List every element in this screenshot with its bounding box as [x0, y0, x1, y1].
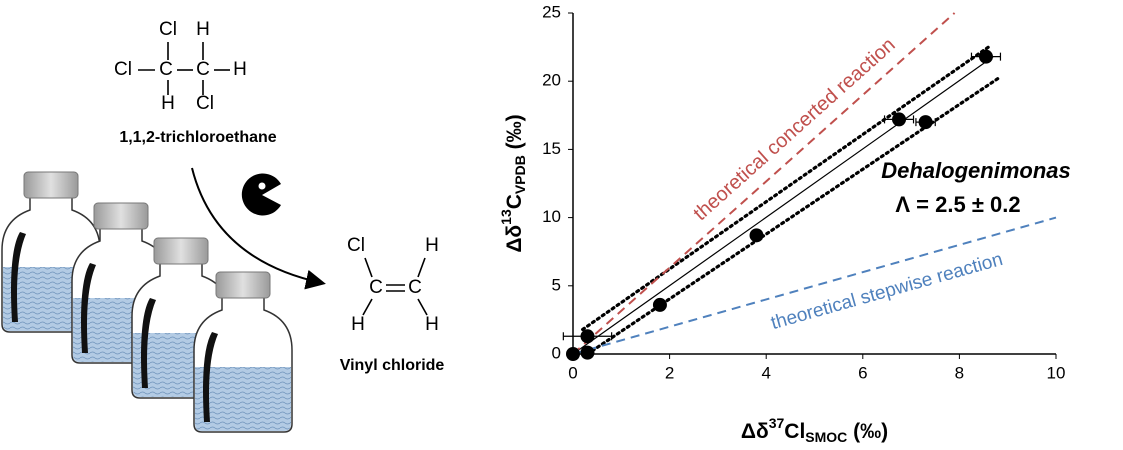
reactant: Cl H Cl C C H H Cl 1,1,2-trichloroethane: [114, 19, 277, 146]
bond: [417, 298, 428, 316]
point: [749, 228, 764, 243]
y-tick-label: 10: [542, 207, 561, 226]
bond: [417, 257, 426, 278]
axis-label-part: Δδ: [741, 420, 769, 443]
atom: H: [351, 314, 365, 335]
atom: H: [196, 19, 210, 40]
point: [892, 112, 907, 127]
bottle: [71, 202, 171, 364]
product: Cl H C C H H Vinyl chloride: [340, 235, 445, 374]
point: [566, 347, 580, 361]
point: [918, 115, 933, 130]
x-tick-label: 8: [955, 363, 964, 382]
y-label: Δδ13CVPDB (‰): [498, 114, 528, 252]
fit-line: [572, 56, 994, 355]
y-tick-label: 5: [552, 275, 561, 294]
atom: H: [425, 235, 439, 256]
pacman: [241, 173, 281, 216]
point: [580, 345, 595, 360]
atom: C: [408, 277, 422, 298]
atom: C: [159, 59, 173, 80]
reflection: [141, 298, 156, 388]
reflection: [203, 332, 218, 422]
atom: H: [233, 59, 247, 80]
axis-label-part: (‰): [847, 420, 888, 443]
axis-label-part: 37: [769, 415, 785, 431]
point: [652, 297, 667, 312]
product-name: Vinyl chloride: [340, 357, 445, 374]
axis-label-part: VPDB: [512, 155, 528, 194]
x-tick-label: 6: [858, 363, 867, 382]
x-tick-label: 10: [1047, 363, 1066, 382]
atom: C: [369, 277, 383, 298]
axis-label-part: C: [503, 194, 526, 209]
point: [978, 49, 993, 64]
axis-label-part: SMOC: [805, 429, 847, 445]
atom: H: [425, 314, 439, 335]
atom: C: [196, 59, 210, 80]
cap: [23, 171, 79, 199]
y-tick-label: 15: [542, 139, 561, 158]
x-label: Δδ37ClSMOC (‰): [741, 415, 888, 445]
bottle: [193, 271, 293, 433]
axis-label-part: 13: [498, 209, 514, 225]
atom: Cl: [114, 59, 132, 80]
bottles: [1, 171, 293, 433]
reflection: [11, 232, 26, 322]
annotation: Λ = 2.5 ± 0.2: [895, 192, 1020, 217]
cap: [153, 237, 209, 265]
axis-label-part: Cl: [784, 420, 805, 443]
fit-line: [572, 12, 956, 355]
reaction-arrow: [191, 167, 326, 290]
x-tick-label: 0: [568, 363, 577, 382]
cap: [215, 271, 271, 299]
y-tick-label: 20: [542, 71, 561, 90]
point: [580, 329, 595, 344]
fit-line: [581, 45, 990, 332]
annotation: Dehalogenimonas: [881, 158, 1070, 183]
atom: Cl: [347, 235, 365, 256]
x-tick-label: 4: [761, 363, 770, 382]
y-tick-label: 25: [542, 2, 561, 21]
fit-line: [572, 216, 1057, 355]
annotation: theoretical stepwise reaction: [769, 249, 1005, 334]
bond: [364, 257, 373, 278]
atom: Cl: [159, 19, 177, 40]
axis-label-part: (‰): [503, 114, 526, 155]
y-tick-label: 0: [552, 343, 561, 362]
bond: [362, 298, 373, 316]
axis-label-part: Δδ: [503, 225, 526, 253]
reactant-name: 1,1,2-trichloroethane: [119, 129, 276, 146]
atom: H: [161, 93, 175, 114]
liquid: [195, 367, 291, 431]
atom: Cl: [196, 93, 214, 114]
cap: [93, 202, 149, 230]
x-tick-label: 2: [665, 363, 674, 382]
reflection: [81, 263, 96, 353]
